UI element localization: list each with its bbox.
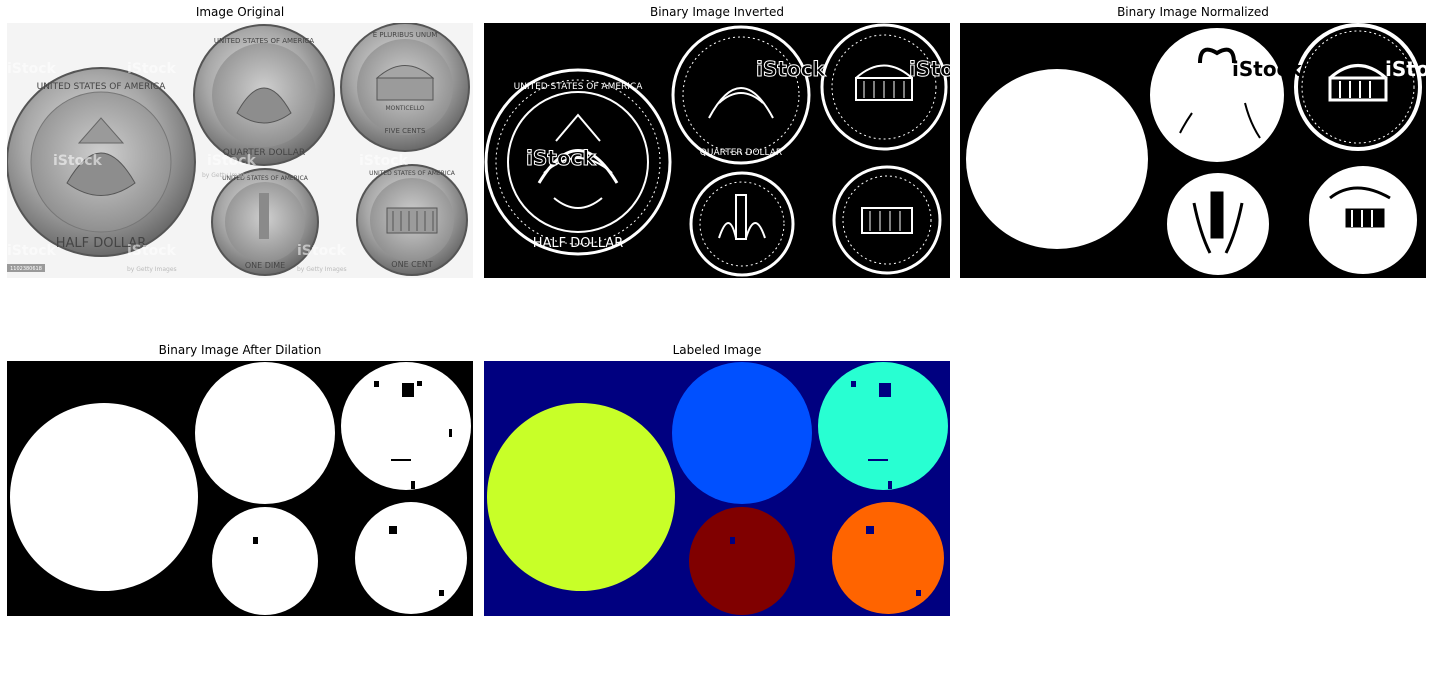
label-quarter [672, 362, 812, 504]
panel-title: Binary Image After Dilation [158, 343, 322, 357]
blob-quarter [195, 362, 335, 504]
svg-text:iStock: iStock [1385, 57, 1426, 81]
norm-nickel [1294, 23, 1422, 151]
inv-quarter: QUARTER DOLLAR [671, 25, 811, 165]
label-half-dollar [487, 403, 675, 591]
panel-after-dilation: Binary Image After Dilation [7, 343, 473, 616]
coin-text: HALF DOLLAR [56, 236, 146, 251]
coin-text: FIVE CENTS [385, 127, 426, 135]
coin-nickel: E PLURIBUS UNUM MONTICELLO FIVE CENTS [340, 23, 470, 152]
coin-text: QUARTER DOLLAR [700, 148, 782, 158]
panel-labeled: Labeled Image [484, 343, 950, 616]
blob-dime [212, 507, 318, 615]
svg-text:iStock: iStock [297, 243, 346, 259]
coin-text: UNITED STATES OF AMERICA [214, 37, 314, 45]
coin-dime: UNITED STATES OF AMERICA ONE DIME [211, 168, 319, 276]
image-id-tag: 1102380618 [10, 266, 42, 272]
svg-text:by Getty Images: by Getty Images [202, 172, 252, 179]
blob-nickel [341, 362, 471, 490]
svg-text:iStock: iStock [909, 57, 950, 81]
label-dime [689, 507, 795, 615]
labeled-image [484, 361, 950, 616]
panel-binary-normalized: Binary Image Normalized [960, 5, 1426, 278]
coin-text: HALF DOLLAR [533, 236, 623, 251]
svg-text:by Getty Images: by Getty Images [297, 266, 347, 273]
label-nickel [818, 362, 948, 490]
svg-text:iStock: iStock [127, 61, 176, 77]
blob-penny [355, 502, 467, 614]
label-penny [832, 502, 944, 614]
coin-text: ONE DIME [245, 261, 285, 270]
svg-text:iStock: iStock [53, 153, 102, 169]
norm-penny [1309, 166, 1417, 274]
dilated-holes [253, 381, 452, 596]
norm-quarter [1150, 28, 1284, 162]
panel-original: Image Original UNITED STATES OF AMERICA … [7, 5, 473, 278]
coin-half-dollar: UNITED STATES OF AMERICA HALF DOLLAR [7, 67, 196, 257]
svg-text:iStock: iStock [207, 153, 256, 169]
svg-text:iStock: iStock [127, 243, 176, 259]
norm-watermark: iStock iStock [1232, 57, 1426, 81]
svg-text:iStock: iStock [359, 153, 408, 169]
inv-penny [832, 165, 942, 275]
coin-text: QUARTER DOLLAR [223, 148, 305, 158]
panel-title: Binary Image Inverted [649, 5, 785, 19]
binary-normalized-image: iStock iStock [960, 23, 1426, 278]
inv-dime [689, 171, 795, 277]
coin-text: MONTICELLO [386, 105, 425, 112]
coin-text: E PLURIBUS UNUM [373, 31, 438, 39]
svg-text:iStock: iStock [1232, 57, 1302, 81]
inv-watermark: iStock iStock iStock [526, 57, 951, 171]
dilated-image [7, 361, 473, 616]
dilated-blobs [10, 362, 471, 615]
svg-text:iStock: iStock [526, 146, 596, 170]
coin-text: ONE CENT [391, 260, 433, 269]
watermark: iStock iStock iStock iStock iStock iStoc… [7, 61, 408, 259]
inv-half-dollar: UNITED STATES OF AMERICA HALF DOLLAR [484, 68, 672, 256]
panel-title: Image Original [195, 5, 285, 19]
svg-text:by Getty Images: by Getty Images [127, 266, 177, 273]
svg-text:iStock: iStock [756, 57, 826, 81]
coin-text: UNITED STATES OF AMERICA [514, 82, 644, 92]
norm-dime [1167, 173, 1269, 275]
coin-penny: UNITED STATES OF AMERICA ONE CENT [356, 164, 468, 276]
original-image: UNITED STATES OF AMERICA HALF DOLLAR UNI… [7, 23, 473, 278]
coin-text: UNITED STATES OF AMERICA [37, 82, 167, 92]
panel-title: Binary Image Normalized [1117, 5, 1269, 19]
binary-inverted-image: UNITED STATES OF AMERICA HALF DOLLAR QUA… [484, 23, 950, 278]
coin-text: UNITED STATES OF AMERICA [369, 170, 456, 177]
blob-half-dollar [10, 403, 198, 591]
inv-nickel [820, 23, 948, 151]
svg-text:iStock: iStock [7, 61, 56, 77]
panel-title: Labeled Image [672, 343, 762, 357]
labeled-holes [730, 381, 921, 596]
coin-quarter: UNITED STATES OF AMERICA QUARTER DOLLAR [193, 24, 335, 166]
norm-half-dollar [966, 69, 1148, 249]
watermark-credit: by Getty Images by Getty Images by Getty… [127, 172, 347, 273]
panel-binary-inverted: Binary Image Inverted UNITED STATES OF A… [484, 5, 950, 278]
svg-text:iStock: iStock [7, 243, 56, 259]
coin-text: UNITED STATES OF AMERICA [222, 175, 309, 182]
